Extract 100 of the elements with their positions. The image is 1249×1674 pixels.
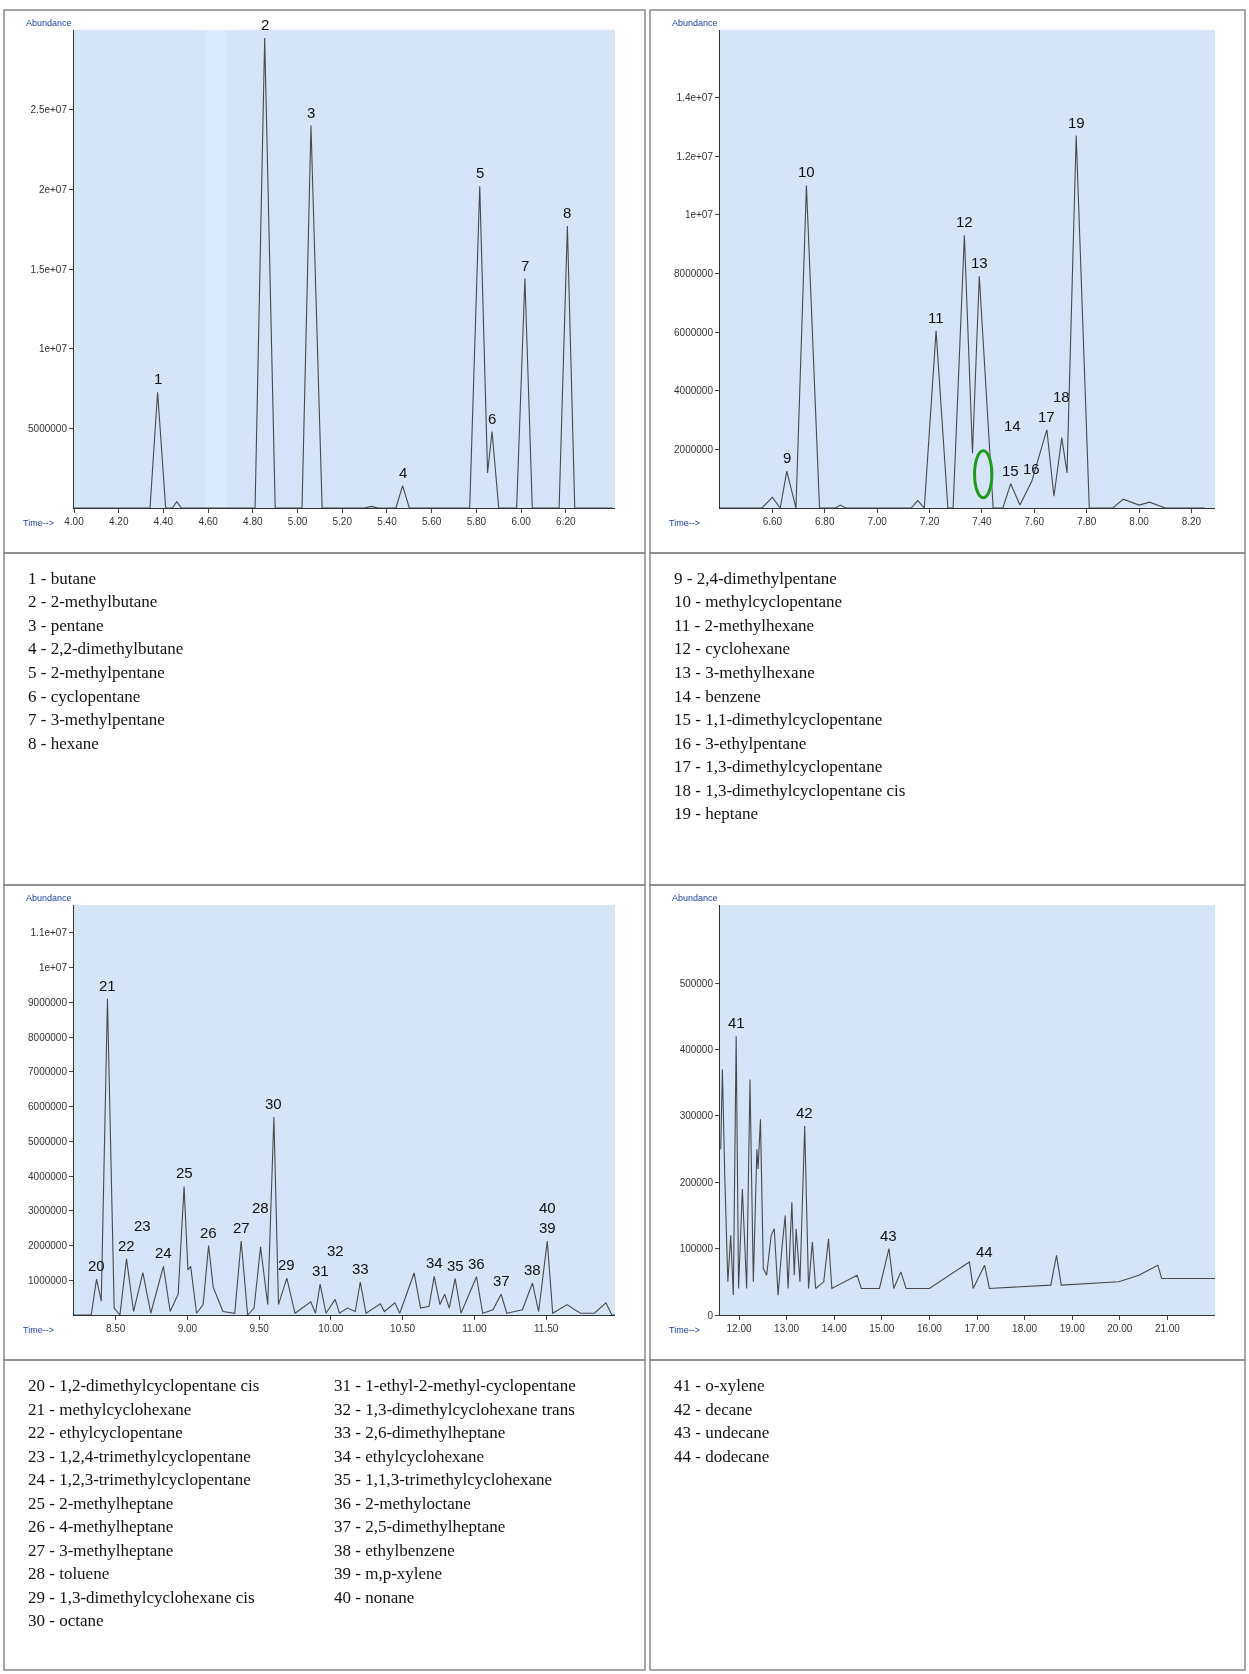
text: 17 - 1,3-dimethylcyclopentane [674, 757, 883, 776]
y-tick-label: 1e+07 [38, 343, 68, 355]
annotation: 42 [796, 1104, 813, 1121]
text: 7 - 3-methylpentane [28, 710, 165, 729]
annotation: 37 [493, 1272, 510, 1289]
y-axis-title: Abundance [26, 18, 72, 28]
y-tick-label: 4000000 [674, 385, 714, 397]
x-axis-title: Time--> [669, 1325, 700, 1335]
text: 34 - ethylcyclohexane [334, 1447, 485, 1466]
y-tick-label: 100000 [679, 1243, 714, 1255]
x-tick-label: 7.60 [1024, 516, 1045, 527]
y-axis-title: Abundance [672, 893, 718, 903]
annotation: 13 [971, 254, 988, 271]
text: 41 - o-xylene [674, 1376, 765, 1395]
text: 24 - 1,2,3-trimethylcyclopentane [28, 1470, 251, 1489]
x-tick-label: 6.80 [815, 516, 835, 527]
annotation: 28 [252, 1199, 269, 1216]
annotation: 23 [134, 1217, 151, 1234]
y-axis-title: Abundance [672, 18, 718, 28]
text: 43 - undecane [674, 1423, 770, 1442]
x-tick-label: 6.20 [556, 516, 576, 527]
x-tick-label: 10.50 [390, 1323, 416, 1334]
x-tick-label: 5.60 [421, 516, 442, 527]
annotation: 26 [200, 1224, 217, 1241]
text: 42 - decane [674, 1400, 753, 1419]
text: 9 - 2,4-dimethylpentane [674, 569, 837, 588]
annotation: 3 [307, 104, 316, 121]
annotation: 31 [312, 1262, 329, 1279]
annotation: 9 [783, 449, 792, 466]
x-tick-label: 15.00 [869, 1323, 895, 1334]
annotation: 21 [99, 977, 116, 994]
x-axis-title: Time--> [23, 1325, 54, 1335]
annotation: 16 [1023, 460, 1040, 477]
text: 1 - butane [28, 569, 96, 588]
x-tick-label: 13.00 [774, 1323, 800, 1334]
text: 40 - nonane [334, 1588, 415, 1607]
x-tick-label: 8.00 [1129, 516, 1150, 527]
x-tick-label: 7.40 [972, 516, 993, 527]
text: 16 - 3-ethylpentane [674, 734, 807, 753]
annotation: 34 [426, 1254, 443, 1271]
x-axis-title: Time--> [23, 518, 54, 528]
text: 5 - 2-methylpentane [28, 663, 165, 682]
y-tick-label: 1.5e+07 [30, 263, 68, 275]
text: 37 - 2,5-dimethylheptane [334, 1517, 506, 1536]
x-tick-label: 10.00 [318, 1323, 344, 1334]
x-tick-label: 14.00 [821, 1323, 848, 1334]
x-tick-label: 4.00 [64, 516, 85, 527]
annotation: 12 [956, 213, 973, 230]
y-tick-label: 2e+07 [38, 183, 68, 195]
annotation: 10 [798, 163, 815, 180]
y-tick-label: 400000 [679, 1044, 714, 1056]
annotation: 6 [488, 410, 497, 427]
annotation: 25 [176, 1164, 193, 1181]
x-tick-label: 17.00 [964, 1323, 990, 1334]
text: 8 - hexane [28, 734, 99, 753]
y-tick-label: 1000000 [28, 1274, 68, 1286]
text: 4 - 2,2-dimethylbutane [28, 639, 184, 658]
annotation: 27 [233, 1219, 250, 1236]
annotation: 4 [399, 464, 408, 481]
text: 28 - toluene [28, 1564, 110, 1583]
annotation: 38 [524, 1261, 541, 1278]
y-tick-label: 5000000 [28, 1135, 68, 1147]
annotation: 7 [521, 257, 530, 274]
text: 25 - 2-methylheptane [28, 1494, 174, 1513]
text: 12 - cyclohexane [674, 639, 791, 658]
text: 32 - 1,3-dimethylcyclohexane trans [334, 1400, 575, 1419]
x-tick-label: 9.00 [177, 1323, 198, 1334]
annotation: 33 [352, 1260, 369, 1277]
y-tick-label: 8000000 [28, 1031, 68, 1043]
text: 44 - dodecane [674, 1447, 770, 1466]
y-tick-label: 2000000 [28, 1240, 68, 1252]
annotation: 14 [1004, 417, 1021, 434]
y-tick-label: 6000000 [674, 326, 714, 338]
text: 11 - 2-methylhexane [674, 616, 815, 635]
annotation: 35 [447, 1257, 464, 1274]
x-tick-label: 4.80 [243, 516, 264, 527]
x-tick-label: 20.00 [1107, 1323, 1133, 1334]
text: 30 - octane [28, 1611, 104, 1630]
annotation: 1 [154, 370, 163, 387]
x-tick-label: 19.00 [1059, 1323, 1086, 1334]
annotation: 15 [1002, 462, 1019, 479]
x-tick-label: 11.00 [462, 1323, 487, 1334]
text: 14 - benzene [674, 687, 761, 706]
text: 19 - heptane [674, 804, 759, 823]
x-tick-label: 8.50 [105, 1323, 126, 1334]
text: 36 - 2-methyloctane [334, 1494, 471, 1513]
y-tick-label: 0 [707, 1309, 714, 1321]
y-tick-label: 200000 [679, 1176, 714, 1188]
y-tick-label: 300000 [679, 1110, 714, 1122]
y-tick-label: 8000000 [674, 267, 714, 279]
text: 20 - 1,2-dimethylcyclopentane cis [28, 1376, 260, 1395]
text: 18 - 1,3-dimethylcyclopentane cis [674, 781, 906, 800]
y-axis-title: Abundance [26, 893, 72, 903]
annotation: 30 [265, 1095, 282, 1112]
y-tick-label: 2.5e+07 [30, 104, 68, 116]
text: 22 - ethylcyclopentane [28, 1423, 183, 1442]
text: 38 - ethylbenzene [334, 1541, 455, 1560]
x-tick-label: 12.00 [726, 1323, 752, 1334]
text: 26 - 4-methylheptane [28, 1517, 174, 1536]
text: 29 - 1,3-dimethylcyclohexane cis [28, 1588, 255, 1607]
